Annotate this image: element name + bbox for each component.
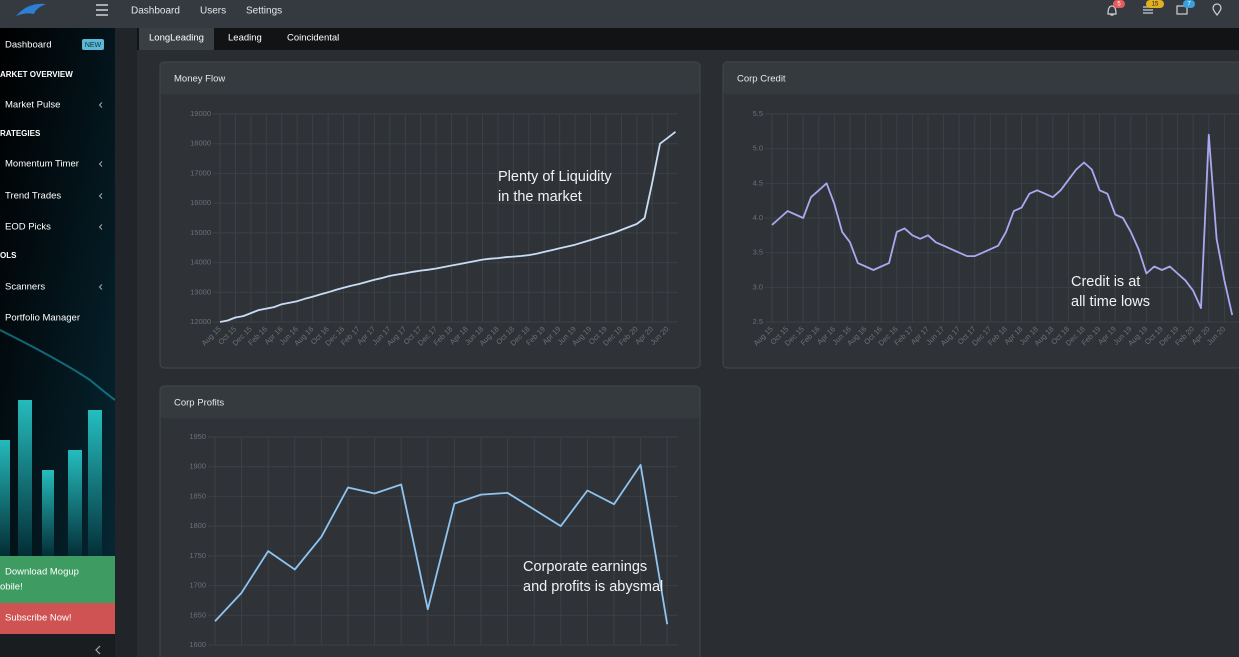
annotation: Corporate earnings: [523, 559, 647, 575]
card: [159, 61, 701, 369]
y-tick-label: 2.5: [753, 317, 763, 326]
download-text[interactable]: Download Mogup: [5, 567, 79, 578]
sidebar-heading: ARKET OVERVIEW: [0, 70, 73, 79]
logo[interactable]: [16, 3, 46, 16]
chevron: [98, 284, 103, 290]
sidebar-item[interactable]: Dashboard: [5, 40, 51, 51]
line-series: [219, 131, 677, 323]
y-tick-label: 18000: [190, 139, 211, 148]
nav-link[interactable]: Settings: [246, 6, 282, 17]
subscribe-box[interactable]: [0, 603, 115, 634]
sidebar-item[interactable]: Market Pulse: [5, 100, 60, 111]
y-tick-label: 1950: [189, 432, 206, 441]
sidebar-item[interactable]: Momentum Timer: [5, 159, 79, 170]
chevron: [98, 161, 103, 167]
y-tick-label: 1750: [189, 551, 206, 560]
y-tick-label: 16000: [190, 198, 211, 207]
y-tick-label: 13000: [190, 287, 211, 296]
y-tick-label: 1800: [189, 521, 206, 530]
card-header: [160, 386, 700, 419]
badge: [1183, 0, 1195, 8]
y-tick-label: 1900: [189, 462, 206, 471]
y-tick-label: 5.0: [753, 144, 763, 153]
tab-active[interactable]: [139, 28, 214, 50]
line-series: [214, 464, 669, 625]
chevron: [98, 193, 103, 199]
card-header: [160, 62, 700, 95]
sidebar-item[interactable]: Scanners: [5, 282, 45, 293]
sidebar-art: [0, 400, 102, 556]
y-tick-label: 1700: [189, 581, 206, 590]
badge-text: 5: [1117, 2, 1121, 8]
y-tick-label: 1850: [189, 491, 206, 500]
sidebar-heading: OLS: [0, 251, 17, 260]
annotation: Credit is at: [1071, 274, 1140, 290]
chart-title: Money Flow: [174, 74, 225, 85]
sidebar-item[interactable]: Trend Trades: [5, 191, 61, 202]
tab[interactable]: Leading: [228, 33, 262, 44]
tab[interactable]: LongLeading: [149, 33, 204, 44]
badge: [1146, 0, 1164, 8]
y-tick-label: 17000: [190, 168, 211, 177]
bell-icon[interactable]: [1107, 5, 1117, 16]
y-tick-label: 19000: [190, 109, 211, 118]
download-box[interactable]: [0, 556, 115, 603]
download-text[interactable]: obile!: [0, 582, 23, 593]
annotation: all time lows: [1071, 294, 1150, 310]
badge-text: 15: [1152, 2, 1159, 8]
menu-toggle[interactable]: [96, 4, 108, 16]
y-tick-label: 14000: [190, 258, 211, 267]
card: [722, 61, 1239, 369]
line-series: [771, 133, 1234, 316]
annotation: Plenty of Liquidity: [498, 169, 612, 185]
badge-text: 7: [1187, 2, 1191, 8]
annotation: and profits is abysmal: [523, 579, 663, 595]
sidebar-heading: RATEGIES: [0, 129, 41, 138]
sidebar-item[interactable]: EOD Picks: [5, 222, 51, 233]
sidebar-menu: Dashboard NEW ARKET OVERVIEW Market Pulse RA…: [0, 39, 104, 324]
y-tick-label: 5.5: [753, 109, 763, 118]
subscribe-text[interactable]: Subscribe Now!: [5, 613, 72, 624]
collapse-icon[interactable]: [95, 645, 101, 655]
chevron: [98, 224, 103, 230]
badge-text: NEW: [85, 42, 102, 49]
sidebar-footer: [0, 634, 115, 657]
y-tick-label: 1650: [189, 610, 206, 619]
y-tick-label: 1600: [189, 640, 206, 649]
tab-bar: [137, 28, 1239, 50]
y-tick-label: 15000: [190, 228, 211, 237]
chevron: [98, 102, 103, 108]
sidebar-art: [0, 329, 116, 401]
chart-title: Corp Credit: [737, 74, 786, 85]
y-tick-label: 4.0: [753, 213, 763, 222]
badge: [82, 39, 104, 50]
chart-title: Corp Profits: [174, 398, 224, 409]
location-icon[interactable]: [1212, 3, 1222, 16]
y-tick-label: 12000: [190, 317, 211, 326]
gutter: [115, 28, 137, 657]
y-tick-label: 3.0: [753, 282, 763, 291]
mail-icon[interactable]: [1176, 5, 1188, 15]
y-tick-label: 4.5: [753, 178, 763, 187]
y-tick-label: 3.5: [753, 248, 763, 257]
sidebar-item[interactable]: Portfolio Manager: [5, 313, 80, 324]
tab[interactable]: Coincidental: [287, 33, 339, 44]
nav-link[interactable]: Users: [200, 6, 226, 17]
annotation: in the market: [498, 189, 582, 205]
nav-link[interactable]: Dashboard: [131, 6, 180, 17]
badge: [1113, 0, 1125, 8]
card: [159, 385, 701, 657]
top-bar: [0, 0, 1239, 28]
card-header: [723, 62, 1239, 95]
